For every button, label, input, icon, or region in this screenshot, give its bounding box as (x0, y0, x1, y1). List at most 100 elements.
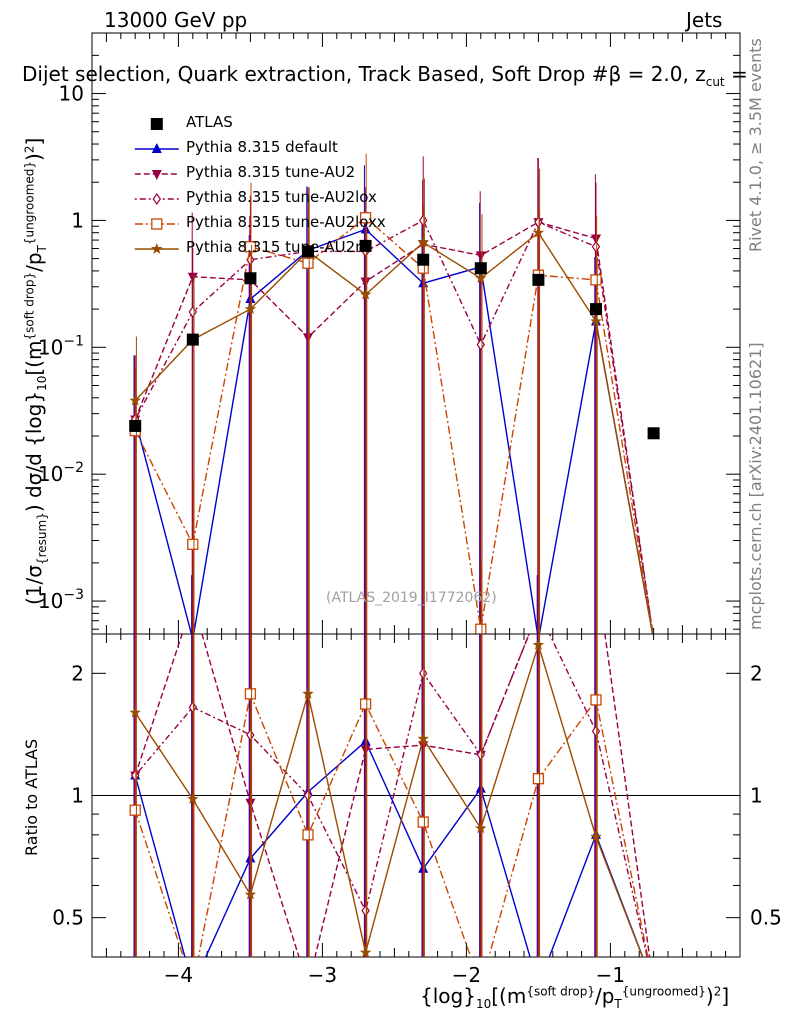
series-marker (187, 538, 199, 550)
legend-entry: ATLAS (186, 113, 233, 131)
ratio-marker (590, 831, 602, 842)
legend-marker (151, 143, 162, 153)
y-tick-exp: −2 (63, 460, 84, 476)
ratio-marker (130, 769, 140, 782)
legend-entry: Pythia 8.315 tune-AU2m (186, 238, 370, 256)
legend-entry: Pythia 8.315 tune-AU2loxx (186, 213, 386, 231)
series-marker (590, 315, 602, 327)
category-label: Jets (686, 8, 723, 32)
ratio-marker (302, 829, 314, 841)
ratio-y-tick-label-right: 1 (750, 784, 763, 808)
ratio-marker (246, 728, 255, 741)
ratio-marker (475, 822, 487, 834)
xlabel-end: ) (705, 984, 714, 1008)
ratio-y-tick-label-right: 0.5 (750, 906, 782, 930)
ratio-series-line (134, 642, 644, 957)
y-tick-exp: −3 (63, 587, 84, 603)
title-eq: = (724, 62, 748, 86)
series-marker (475, 623, 487, 634)
xlabel-mid: [(m (491, 984, 527, 1008)
series-marker (532, 226, 545, 238)
xlabel-softdrop: {soft drop} (526, 984, 595, 999)
xlabel-slash: /p (594, 984, 615, 1008)
atlas-data-point (417, 253, 430, 266)
y-tick-label: 10−1 (38, 333, 84, 359)
beta-symbol: β (608, 62, 622, 86)
series-marker (591, 240, 601, 253)
xlabel-base: 10 (475, 997, 492, 1011)
ratio-marker (302, 687, 314, 699)
y-tick-base: 10 (38, 335, 63, 359)
ratio-marker (591, 725, 601, 738)
x-tick-label: −1 (596, 963, 625, 987)
ratio-marker (129, 706, 141, 718)
atlas-data-point (590, 303, 602, 316)
ratio-series-line (134, 634, 648, 957)
ratio-y-tick-label: 0.5 (52, 906, 84, 930)
series-marker (244, 303, 257, 314)
y-tick-label: 1 (71, 208, 84, 232)
atlas-data-point (186, 333, 199, 346)
atlas-data-point (474, 262, 487, 275)
legend-entry: Pythia 8.315 tune-AU2 (186, 163, 356, 181)
series-marker (590, 274, 602, 286)
series-line (134, 219, 654, 634)
legend-marker (151, 243, 163, 254)
ratio-marker (532, 773, 545, 785)
ratio-marker (359, 698, 372, 710)
series-marker (188, 305, 198, 318)
ratio-series-line (134, 634, 651, 957)
series-marker (475, 272, 487, 284)
series-marker (476, 338, 486, 351)
series-marker (417, 236, 429, 248)
ratio-marker (361, 904, 370, 917)
title-cut: cut (705, 75, 725, 89)
legend-marker (152, 192, 162, 206)
x-tick-label: −2 (452, 963, 481, 987)
ratio-marker (417, 816, 429, 828)
ratio-y-tick-label: 2 (71, 661, 84, 685)
atlas-data-point (302, 245, 314, 258)
title-main: Dijet selection, Quark extraction, Track… (22, 62, 609, 86)
x-axis-label: {log}10[(m{soft drop}/pT{ungroomed})2] (420, 984, 729, 1011)
series-line (134, 216, 654, 634)
atlas-data-point (244, 272, 257, 285)
ratio-marker (187, 793, 199, 804)
ratio-series-group (129, 634, 651, 957)
ratio-panel: −4 −3 −2 −1 0.5 0.5 1 1 2 2 (52, 633, 782, 987)
x-tick-label: −4 (164, 963, 193, 987)
legend-marker (151, 170, 162, 180)
ratio-y-tick-label-right: 2 (750, 661, 763, 685)
series-line (134, 221, 654, 634)
ratio-marker (244, 888, 257, 900)
atlas-data-point (129, 419, 142, 432)
legend-marker (150, 118, 163, 130)
series-line (134, 231, 654, 634)
ratio-y-tick-label: 1 (71, 784, 84, 808)
series-marker (359, 288, 372, 300)
ratio-series-line (134, 740, 644, 957)
ratio-marker (417, 732, 429, 744)
xlabel-log: {log} (420, 984, 476, 1008)
x-tick-label: −3 (308, 963, 337, 987)
ratio-marker (244, 688, 257, 700)
legend-marker (151, 218, 163, 230)
series-marker (359, 212, 372, 224)
y-tick-base: 10 (38, 589, 63, 613)
y-tick-base: 10 (38, 462, 63, 486)
plot-title: Dijet selection, Quark extraction, Track… (22, 62, 748, 89)
mcplots-label: mcplots.cern.ch [arXiv:2401.10621] (746, 342, 765, 630)
xlabel-t: T (614, 997, 622, 1011)
series-line (134, 228, 654, 634)
rivet-label: Rivet 4.1.0, ≥ 3.5M events (746, 38, 765, 252)
series-marker (418, 214, 428, 227)
series-marker (475, 251, 486, 262)
title-tail: = 2.0, z (627, 62, 706, 86)
series-marker (244, 241, 257, 253)
ratio-y-axis-label: Ratio to ATLAS (22, 738, 41, 856)
y-tick-label: 10 (59, 82, 84, 106)
xlabel-square: 2 (713, 984, 722, 999)
ratio-marker (359, 946, 372, 957)
